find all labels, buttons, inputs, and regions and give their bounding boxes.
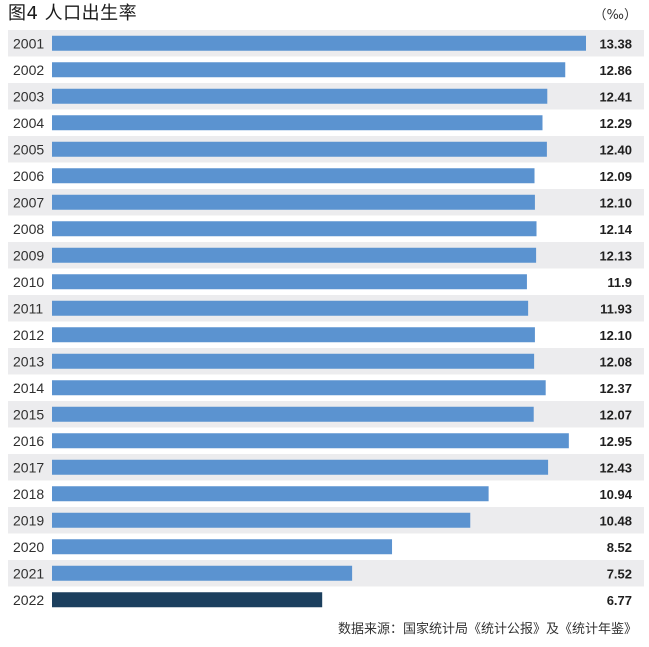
year-tick-label: 2005: [13, 141, 44, 157]
bar: [52, 274, 527, 290]
value-label: 12.10: [599, 195, 632, 210]
value-label: 12.95: [599, 434, 632, 449]
value-label: 12.14: [599, 222, 632, 237]
year-tick-label: 2013: [13, 353, 44, 369]
year-tick-label: 2022: [13, 592, 44, 608]
value-label: 11.93: [600, 301, 632, 316]
bar: [52, 592, 323, 608]
bar: [52, 459, 549, 475]
year-tick-label: 2011: [13, 300, 43, 316]
year-tick-label: 2017: [13, 459, 44, 475]
bar: [52, 194, 535, 210]
bar: [52, 512, 471, 528]
value-label: 12.09: [599, 169, 632, 184]
bar: [52, 221, 537, 237]
value-label: 6.77: [607, 593, 632, 608]
bar-chart: 2001 13.38 2002 12.86 2003 12.41 2004 12.29 2005…: [8, 30, 644, 608]
bar: [52, 168, 535, 184]
bar: [52, 539, 393, 555]
value-label: 7.52: [607, 566, 632, 581]
year-tick-label: 2004: [13, 115, 44, 131]
year-tick-label: 2018: [13, 486, 44, 502]
year-tick-label: 2020: [13, 539, 44, 555]
year-tick-label: 2016: [13, 433, 44, 449]
value-label: 11.9: [607, 275, 632, 290]
bar: [52, 88, 548, 104]
year-tick-label: 2002: [13, 62, 44, 78]
year-tick-label: 2001: [13, 35, 44, 51]
value-label: 12.43: [599, 460, 632, 475]
value-label: 8.52: [607, 540, 632, 555]
year-tick-label: 2009: [13, 247, 44, 263]
value-label: 12.37: [599, 381, 632, 396]
year-tick-label: 2021: [13, 565, 44, 581]
bar: [52, 62, 566, 78]
year-tick-label: 2015: [13, 406, 44, 422]
year-tick-label: 2007: [13, 194, 44, 210]
value-label: 10.48: [599, 513, 632, 528]
data-source: 数据来源：国家统计局《统计公报》及《统计年鉴》: [337, 622, 637, 637]
year-tick-label: 2003: [13, 88, 44, 104]
value-label: 12.86: [599, 63, 632, 78]
bar: [52, 35, 586, 51]
value-label: 12.07: [599, 407, 632, 422]
bar: [52, 406, 534, 422]
value-label: 12.29: [599, 116, 632, 131]
year-tick-label: 2014: [13, 380, 44, 396]
bar: [52, 380, 546, 396]
bar: [52, 486, 489, 502]
value-label: 12.10: [599, 328, 632, 343]
bar: [52, 115, 543, 131]
bar: [52, 141, 547, 157]
year-tick-label: 2019: [13, 512, 44, 528]
value-label: 12.08: [599, 354, 632, 369]
value-label: 12.40: [599, 142, 632, 157]
bar: [52, 433, 569, 449]
bar: [52, 247, 537, 263]
value-label: 12.13: [599, 248, 632, 263]
bar: [52, 327, 535, 343]
year-tick-label: 2012: [13, 327, 44, 343]
chart-title: 图4 人口出生率: [8, 3, 138, 24]
value-label: 10.94: [599, 487, 632, 502]
year-tick-label: 2006: [13, 168, 44, 184]
bar: [52, 353, 535, 369]
bar: [52, 300, 529, 316]
bar: [52, 565, 353, 581]
unit-label: （‰）: [593, 8, 637, 23]
year-tick-label: 2010: [13, 274, 44, 290]
value-label: 13.38: [599, 36, 632, 51]
value-label: 12.41: [599, 89, 632, 104]
year-tick-label: 2008: [13, 221, 44, 237]
